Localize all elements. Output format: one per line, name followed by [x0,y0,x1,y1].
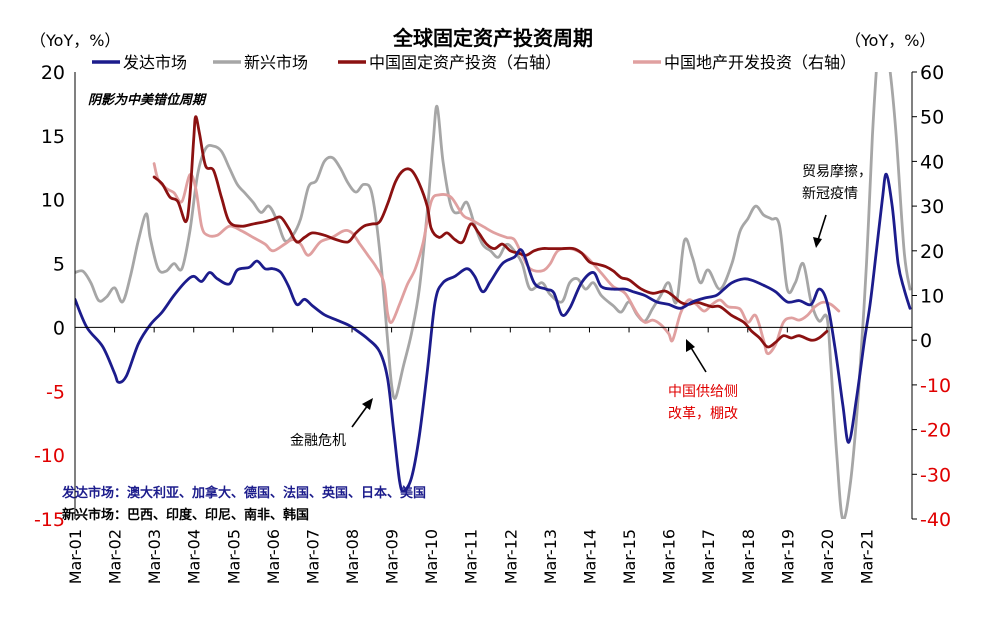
x-tick-label: Mar-09 [383,529,402,584]
series-layer [75,72,912,519]
right-tick-label: 0 [920,330,932,352]
left-tick-label: 20 [41,62,65,84]
arrow-financial-crisis-head [362,398,373,410]
right-tick-label: 30 [920,196,944,218]
arrow-financial-crisis [351,404,369,428]
annotation-supply-side-1: 中国供给侧 [668,384,738,400]
chart-title: 全球固定资产投资周期 [392,26,593,50]
x-tick-label: Mar-03 [145,529,164,584]
right-axis-unit: （YoY，%） [845,31,935,50]
legend-label-3: 中国地产开发投资（右轴） [664,53,856,72]
x-tick-label: Mar-08 [343,529,362,584]
arrow-trade-covid [817,214,827,241]
right-tick-label: 20 [920,241,944,263]
series-line-3 [152,162,841,356]
x-tick-label: Mar-17 [699,529,718,584]
x-tick-label: Mar-14 [580,529,599,584]
left-tick-label: 10 [41,190,65,212]
left-tick-label: 15 [41,126,65,148]
annotation-trade-1: 贸易摩擦， [802,163,872,180]
x-tick-label: Mar-18 [739,529,758,584]
x-tick-label: Mar-16 [660,529,679,584]
x-tick-label: Mar-10 [422,529,441,584]
right-tick-label: 60 [920,62,944,84]
x-tick-label: Mar-15 [620,529,639,584]
left-tick-label: 5 [53,254,65,276]
right-axis: 60 50 40 30 20 10 0 -10 -20 -30 -40 [912,62,951,531]
x-tick-label: Mar-02 [106,529,125,584]
x-tick-label: Mar-07 [303,529,322,584]
right-tick-label: -30 [920,464,951,486]
legend-label-2: 中国固定资产投资（右轴） [369,53,561,72]
left-tick-label: -5 [46,381,65,403]
x-tick-label: Mar-13 [541,529,560,584]
legend: 发达市场 新兴市场 中国固定资产投资（右轴） 中国地产开发投资（右轴） [92,53,856,72]
legend-label-0: 发达市场 [123,53,187,72]
x-tick-label: Mar-19 [778,529,797,584]
x-axis: Mar-01 Mar-02 Mar-03 Mar-04 Mar-05 Mar-06 Mar-… [66,327,876,584]
x-tick-label: Mar-11 [462,529,481,584]
x-tick-label: Mar-04 [185,529,204,584]
right-tick-label: 40 [920,151,944,173]
right-tick-label: -40 [920,509,951,531]
footnote-developed: 发达市场：澳大利亚、加拿大、德国、法国、英国、日本、美国 [61,485,426,501]
left-tick-label: 0 [53,317,65,339]
x-tick-label: Mar-12 [501,529,520,584]
right-tick-label: 50 [920,107,944,129]
annotation-trade-2: 新冠疫情 [802,186,858,202]
x-tick-label: Mar-05 [224,529,243,584]
left-tick-label: -15 [34,509,65,531]
series-line-1 [75,72,912,519]
legend-label-1: 新兴市场 [244,53,308,72]
series-line-2 [152,115,829,349]
x-tick-label: Mar-01 [66,529,85,584]
right-tick-label: 10 [920,286,944,308]
annotation-supply-side-2: 改革，棚改 [668,406,738,422]
arrow-trade-covid-head [813,237,822,248]
annotation-arrows [351,214,827,428]
shading-note: 阴影为中美错位周期 [88,92,207,108]
right-tick-label: -20 [920,420,951,442]
x-tick-label: Mar-20 [818,529,837,584]
series-line-0 [75,172,912,493]
axis-lines [74,72,913,519]
left-tick-label: -10 [34,445,65,467]
left-axis: 20 15 10 5 0 -5 -10 -15 [34,62,65,531]
arrow-supply-side [689,345,707,373]
footnote-emerging: 新兴市场：巴西、印度、印尼、南非、韩国 [62,507,309,523]
left-axis-unit: （YoY，%） [30,31,120,50]
annotation-financial-crisis: 金融危机 [290,433,346,449]
arrow-supply-side-head [686,339,695,352]
x-tick-label: Mar-06 [264,529,283,584]
right-tick-label: -10 [920,375,951,397]
x-tick-label: Mar-21 [857,529,876,584]
